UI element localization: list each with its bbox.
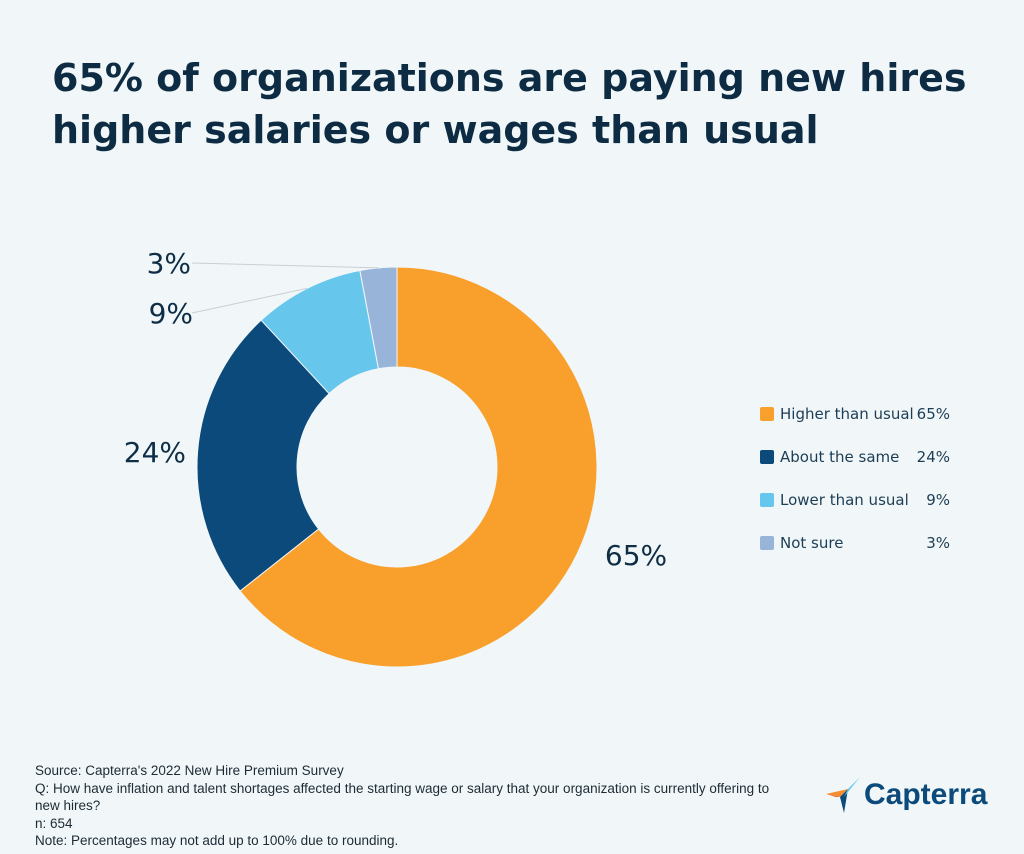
data-label: 24% [124,436,186,469]
legend-value: 9% [926,490,950,509]
note-text: Note: Percentages may not add up to 100%… [35,833,399,848]
legend-item: Lower than usual 9% [760,478,950,521]
legend-value: 24% [916,447,950,466]
capterra-logo: Capterra [826,777,987,813]
legend-swatch [760,449,774,464]
leader-line [191,287,308,314]
data-label: 9% [149,297,193,330]
legend: Higher than usual 65% About the same 24% L… [760,392,950,564]
legend-swatch [760,492,774,507]
legend-item: Not sure 3% [760,521,950,564]
legend-label: Not sure [780,533,844,552]
donut-slice-0 [239,266,598,668]
legend-label: Higher than usual [780,404,914,423]
data-label: 3% [147,247,191,280]
donut-slice-3 [359,266,398,370]
legend-label: Lower than usual [780,490,909,509]
legend-item: Higher than usual 65% [760,392,950,435]
footer-notes: Source: Capterra's 2022 New Hire Premium… [35,762,775,850]
donut-chart: 65% 24% 9% 3% [124,247,667,668]
legend-swatch [760,406,774,421]
donut-slice-1 [196,319,330,592]
sample-size: n: 654 [35,815,73,831]
leader-line [191,262,379,269]
page-title: 65% of organizations are paying new hire… [52,56,967,152]
legend-label: About the same [780,447,900,466]
legend-item: About the same 24% [760,435,950,478]
capterra-logo-icon [826,777,860,813]
capterra-logo-text: Capterra [864,778,988,811]
data-label: 65% [605,539,667,572]
legend-value: 65% [916,404,950,423]
legend-value: 3% [926,533,950,552]
legend-swatch [760,535,774,550]
question-text: Q: How have inflation and talent shortag… [35,780,770,814]
source-text: Source: Capterra's 2022 New Hire Premium… [35,763,344,778]
